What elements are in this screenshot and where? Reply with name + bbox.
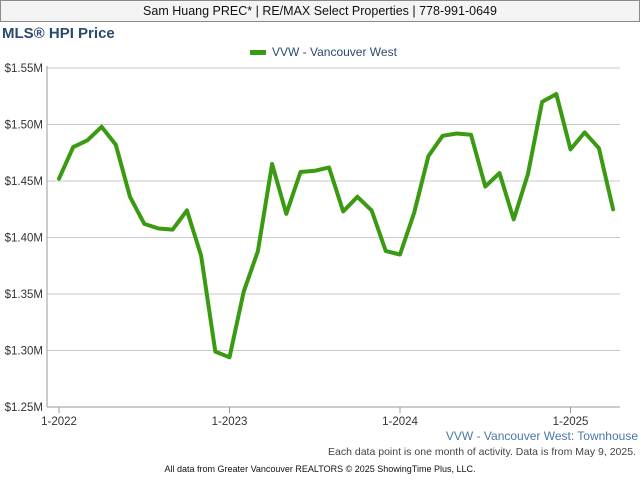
y-tick-label: $1.30M (5, 346, 43, 358)
y-tick-label: $1.25M (5, 402, 43, 414)
footer-credit: All data from Greater Vancouver REALTORS… (164, 464, 476, 474)
series-caption: VVW - Vancouver West: Townhouse (445, 429, 638, 443)
series-line (57, 92, 616, 360)
legend[interactable]: VVW - Vancouver West (250, 45, 397, 59)
data-note: Each data point is one month of activity… (328, 446, 636, 458)
x-tick-label: 1-2023 (212, 416, 248, 428)
contact-text: Sam Huang PREC* | RE/MAX Select Properti… (143, 4, 497, 18)
legend-swatch-icon (250, 49, 266, 55)
y-tick-label: $1.35M (5, 289, 43, 301)
x-tick-label: 1-2022 (41, 416, 77, 428)
y-tick-label: $1.55M (5, 63, 43, 75)
contact-header: Sam Huang PREC* | RE/MAX Select Properti… (0, 0, 640, 22)
legend-label: VVW - Vancouver West (272, 45, 397, 59)
chart-title: MLS® HPI Price (2, 25, 115, 42)
y-tick-label: $1.45M (5, 176, 43, 188)
y-tick-label: $1.40M (5, 233, 43, 245)
y-tick-label: $1.50M (5, 120, 43, 132)
x-tick-label: 1-2024 (382, 416, 418, 428)
x-tick-label: 1-2025 (553, 416, 589, 428)
